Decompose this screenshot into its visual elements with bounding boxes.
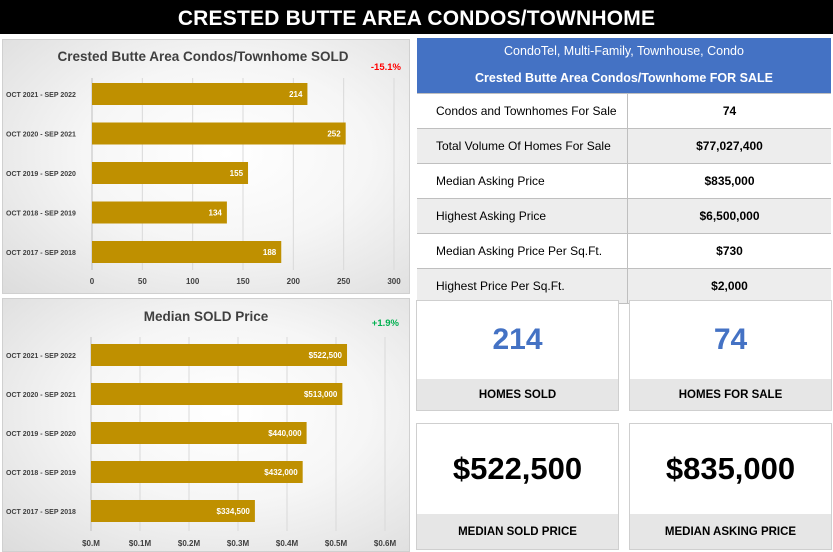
bar-data-label: 214 <box>289 90 303 99</box>
x-tick-label: 200 <box>287 277 301 286</box>
bar-data-label: $513,000 <box>304 390 338 399</box>
table-row-label: Highest Asking Price <box>417 198 628 234</box>
bar-data-label: $522,500 <box>309 351 343 360</box>
bar <box>91 422 307 444</box>
page-title: CRESTED BUTTE AREA CONDOS/TOWNHOME <box>0 0 833 34</box>
table-row-value: $2,000 <box>627 268 831 304</box>
bar <box>92 201 227 224</box>
bar <box>91 461 303 483</box>
category-label: OCT 2018 - SEP 2019 <box>6 211 76 218</box>
table-row-value: $77,027,400 <box>627 128 831 164</box>
x-tick-label: 150 <box>236 277 250 286</box>
bar-data-label: 188 <box>263 248 277 257</box>
homes-for-sale-label: HOMES FOR SALE <box>630 379 831 410</box>
bar <box>92 122 346 145</box>
homes-for-sale-card: 74 HOMES FOR SALE <box>629 300 832 411</box>
median-sold-price-chart-svg: Median SOLD Price +1.9% $0.M $0.1M $0.2M $0.3… <box>6 309 400 548</box>
category-label: OCT 2019 - SEP 2020 <box>6 431 76 438</box>
chart-title: Median SOLD Price <box>144 309 269 324</box>
x-tick-label: 100 <box>186 277 200 286</box>
table-row-label: Highest Price Per Sq.Ft. <box>417 268 628 304</box>
chart-title: Crested Butte Area Condos/Townhome SOLD <box>57 49 348 64</box>
homes-sold-card: 214 HOMES SOLD <box>416 300 619 411</box>
category-label: OCT 2017 - SEP 2018 <box>6 250 76 257</box>
table-row: Condos and Townhomes For Sale 74 <box>417 93 831 129</box>
table-row-label: Condos and Townhomes For Sale <box>417 93 628 129</box>
table-row-label: Total Volume Of Homes For Sale <box>417 128 628 164</box>
table-row: Highest Asking Price $6,500,000 <box>417 198 831 234</box>
change-percent-label: +1.9% <box>372 318 400 329</box>
x-tick-label: $0.3M <box>227 539 250 548</box>
homes-for-sale-value: 74 <box>713 323 748 356</box>
median-asking-price-card: $835,000 MEDIAN ASKING PRICE <box>629 423 832 550</box>
x-tick-label: 250 <box>337 277 351 286</box>
table-row-value: 74 <box>627 93 831 129</box>
category-label: OCT 2019 - SEP 2020 <box>6 171 76 178</box>
table-row: Median Asking Price Per Sq.Ft. $730 <box>417 233 831 269</box>
bar-data-label: $432,000 <box>264 468 298 477</box>
x-tick-label: $0.1M <box>129 539 152 548</box>
x-tick-label: $0.4M <box>276 539 299 548</box>
x-tick-label: $0.M <box>82 539 100 548</box>
bar-data-label: $334,500 <box>217 507 251 516</box>
x-tick-label: $0.5M <box>325 539 348 548</box>
median-asking-price-label: MEDIAN ASKING PRICE <box>630 514 831 549</box>
for-sale-table-title: Crested Butte Area Condos/Townhome FOR S… <box>417 63 831 94</box>
bar-data-label: 155 <box>230 169 244 178</box>
x-tick-label: 50 <box>138 277 147 286</box>
bar <box>91 500 255 522</box>
bar <box>91 344 348 366</box>
table-row-label: Median Asking Price <box>417 163 628 199</box>
median-sold-price-chart: Median SOLD Price +1.9% $0.M $0.1M $0.2M $0.3… <box>2 298 410 552</box>
homes-sold-value: 214 <box>492 323 543 356</box>
for-sale-table-subtitle: CondoTel, Multi-Family, Townhouse, Condo <box>417 38 831 63</box>
table-row-value: $835,000 <box>627 163 831 199</box>
table-row-value: $730 <box>627 233 831 269</box>
change-percent-label: -15.1% <box>371 62 402 73</box>
for-sale-table: CondoTel, Multi-Family, Townhouse, Condo… <box>417 38 831 304</box>
bar-data-label: 134 <box>209 209 223 218</box>
table-row: Highest Price Per Sq.Ft. $2,000 <box>417 268 831 304</box>
median-sold-price-value: $522,500 <box>452 451 583 486</box>
median-sold-price-label: MEDIAN SOLD PRICE <box>417 514 618 549</box>
category-label: OCT 2021 - SEP 2022 <box>6 353 76 360</box>
table-row: Total Volume Of Homes For Sale $77,027,4… <box>417 128 831 164</box>
category-label: OCT 2017 - SEP 2018 <box>6 509 76 516</box>
homes-sold-label: HOMES SOLD <box>417 379 618 410</box>
bar <box>92 83 308 105</box>
table-row-value: $6,500,000 <box>627 198 831 234</box>
bar <box>92 162 249 184</box>
x-tick-label: $0.6M <box>374 539 397 548</box>
bar-data-label: $440,000 <box>268 429 302 438</box>
x-tick-label: 300 <box>387 277 401 286</box>
x-tick-label: 0 <box>90 277 95 286</box>
bar-data-label: 252 <box>327 130 341 139</box>
bar <box>91 383 343 405</box>
median-sold-price-card: $522,500 MEDIAN SOLD PRICE <box>416 423 619 550</box>
category-label: OCT 2020 - SEP 2021 <box>6 392 76 399</box>
sold-count-chart: Crested Butte Area Condos/Townhome SOLD -… <box>2 39 410 294</box>
bar <box>92 241 282 263</box>
median-asking-price-value: $835,000 <box>665 451 796 486</box>
table-row-label: Median Asking Price Per Sq.Ft. <box>417 233 628 269</box>
category-label: OCT 2021 - SEP 2022 <box>6 92 76 99</box>
category-label: OCT 2018 - SEP 2019 <box>6 470 76 477</box>
x-tick-label: $0.2M <box>178 539 201 548</box>
category-label: OCT 2020 - SEP 2021 <box>6 132 76 139</box>
table-row: Median Asking Price $835,000 <box>417 163 831 199</box>
sold-count-chart-svg: Crested Butte Area Condos/Townhome SOLD -… <box>6 49 402 286</box>
